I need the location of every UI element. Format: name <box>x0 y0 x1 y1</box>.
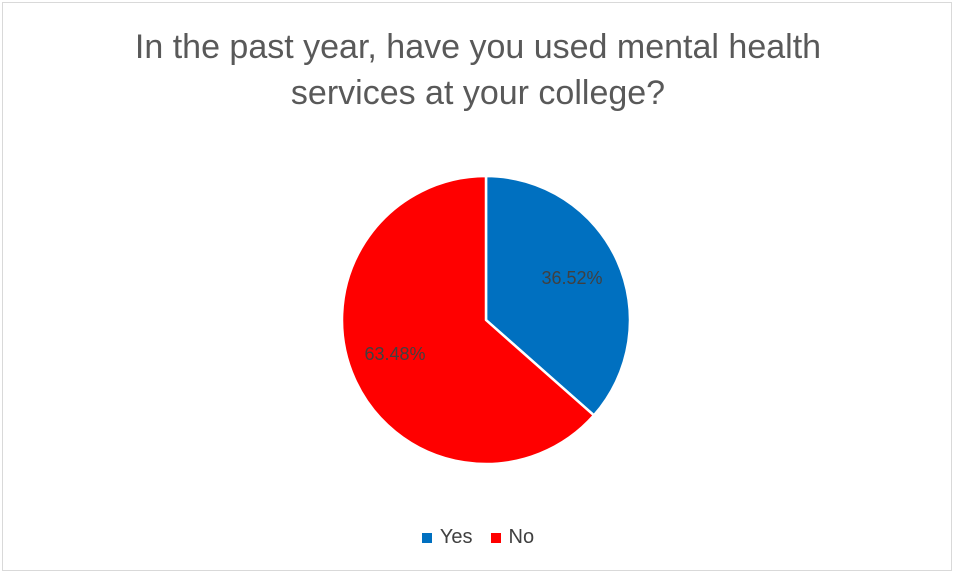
legend-swatch-yes <box>421 532 432 543</box>
data-label-yes: 36.52% <box>541 268 602 288</box>
chart-title: In the past year, have you used mental h… <box>0 24 956 116</box>
chart-title-line-1: In the past year, have you used mental h… <box>134 28 822 66</box>
pie-slice-yes <box>484 174 632 417</box>
legend-swatch-no <box>490 532 501 543</box>
legend-label-no: No <box>508 526 535 548</box>
legend-label-yes: Yes <box>439 526 473 548</box>
legend: Yes No <box>0 526 956 549</box>
chart-title-line-2: services at your college? <box>290 74 666 112</box>
pie-slice-no <box>340 174 596 466</box>
legend-item-no: No <box>490 526 535 549</box>
data-label-no: 63.48% <box>364 344 425 364</box>
legend-item-yes: Yes <box>421 526 473 549</box>
